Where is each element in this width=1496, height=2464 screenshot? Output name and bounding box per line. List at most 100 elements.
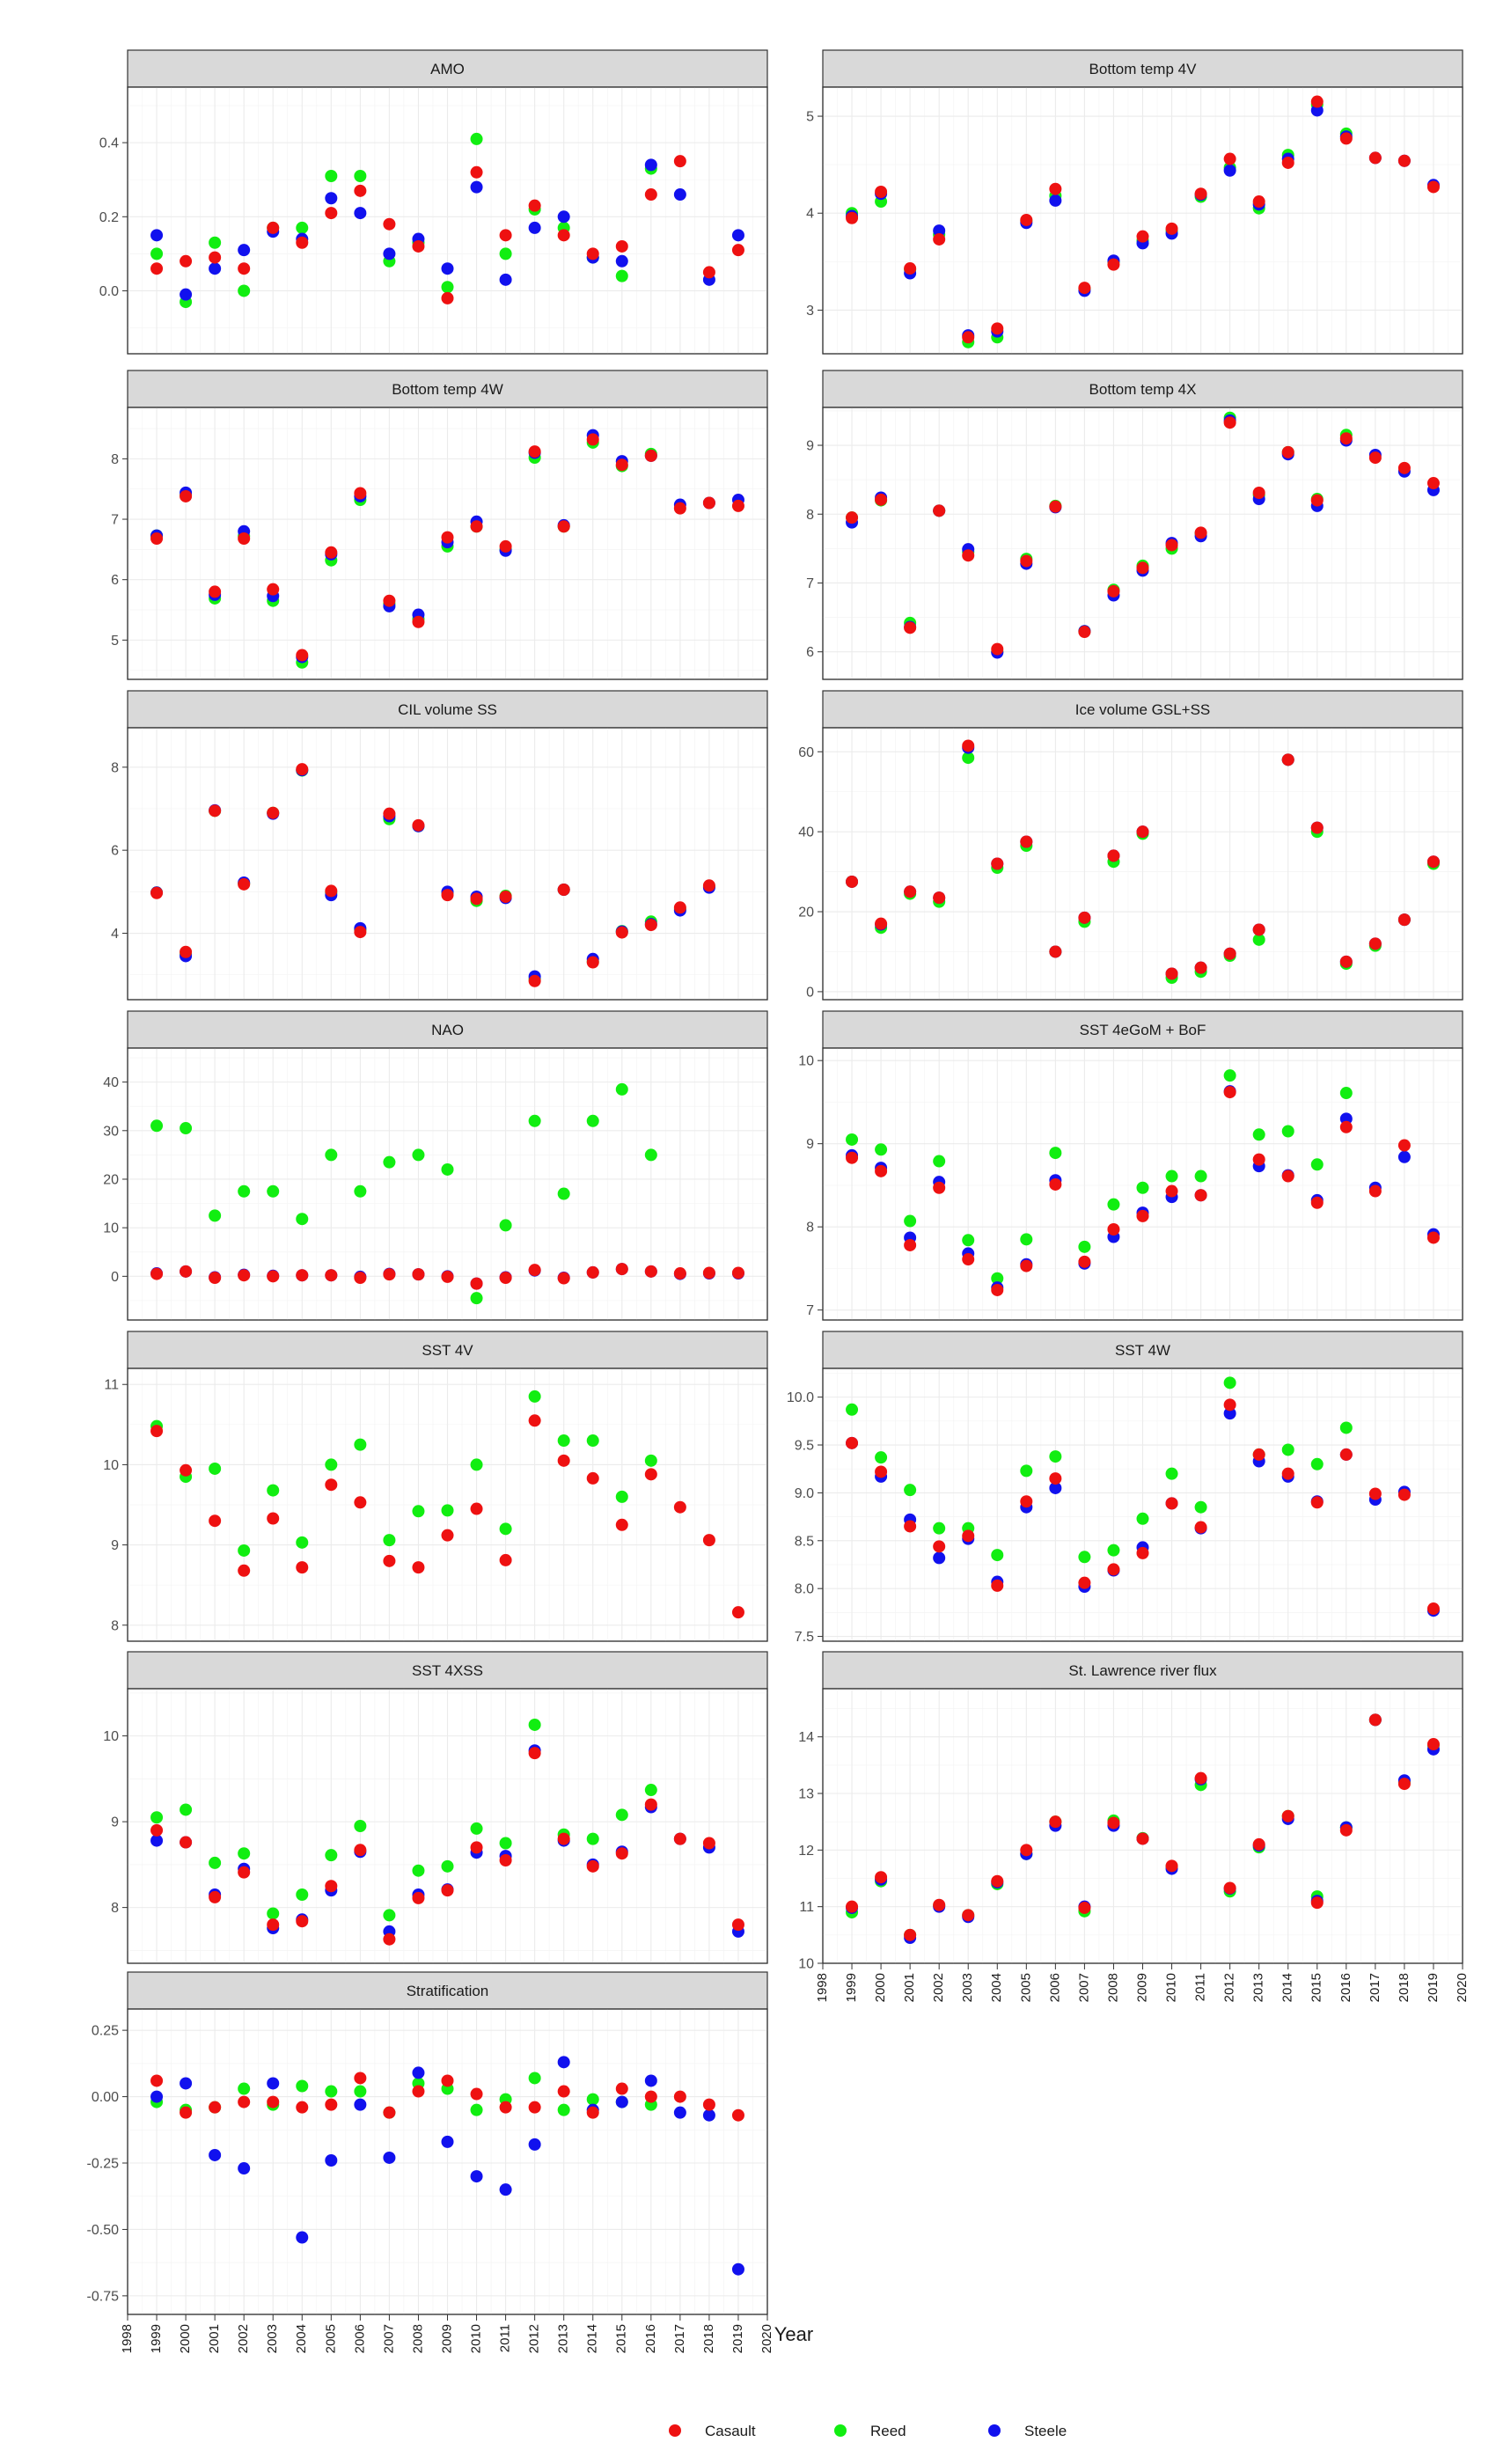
y-tick-label: 7 bbox=[111, 513, 119, 528]
point-casault-2002 bbox=[238, 1564, 251, 1577]
x-axis-right: 1998 1999 2000 2001 2002 2003 2004 2005 2006 2007… bbox=[815, 1963, 1470, 2002]
point-casault-2004 bbox=[296, 1561, 309, 1574]
point-reed-2004 bbox=[296, 2079, 309, 2093]
point-casault-2002 bbox=[238, 262, 251, 275]
point-reed-2006 bbox=[354, 1438, 367, 1451]
y-tick-label: 60 bbox=[798, 745, 814, 760]
point-casault-2009 bbox=[441, 2074, 454, 2087]
point-casault-2009 bbox=[1136, 230, 1149, 243]
panel-title: Bottom temp 4V bbox=[1089, 61, 1198, 77]
x-tick-label: 2006 bbox=[1047, 1973, 1062, 2002]
point-casault-2010 bbox=[470, 165, 483, 179]
legend-item-casault: Casault bbox=[669, 2423, 756, 2439]
panel-nao: NAO 0 10 20 30 40 bbox=[103, 1010, 768, 1321]
point-reed-2015 bbox=[615, 1082, 628, 1096]
point-reed-2001 bbox=[209, 236, 222, 249]
point-casault-2000 bbox=[875, 1164, 888, 1177]
point-casault-2011 bbox=[1194, 526, 1207, 539]
point-casault-2017 bbox=[1368, 1713, 1382, 1727]
y-tick-label: 8 bbox=[806, 508, 814, 523]
point-reed-2004 bbox=[296, 1888, 309, 1901]
y-tick-label: -0.75 bbox=[87, 2289, 120, 2304]
point-reed-2003 bbox=[267, 1484, 280, 1497]
gridlines bbox=[822, 1048, 1463, 1320]
x-tick-label: 2008 bbox=[1105, 1973, 1120, 2002]
point-casault-2008 bbox=[412, 818, 425, 832]
y-tick-label: 8 bbox=[111, 760, 119, 775]
point-casault-2015 bbox=[615, 1263, 628, 1276]
point-steele-2011 bbox=[499, 2183, 512, 2196]
point-casault-2016 bbox=[644, 919, 657, 932]
point-casault-2016 bbox=[644, 449, 657, 462]
point-casault-2014 bbox=[586, 247, 599, 260]
point-reed-2005 bbox=[325, 1148, 338, 1162]
y-tick-label: 10 bbox=[798, 1957, 814, 1972]
point-casault-2007 bbox=[383, 1554, 396, 1567]
point-casault-2001 bbox=[209, 1271, 222, 1284]
point-casault-2002 bbox=[933, 232, 946, 246]
point-reed-2002 bbox=[933, 1522, 946, 1535]
point-casault-2015 bbox=[615, 1847, 628, 1860]
x-tick-label: 2016 bbox=[1338, 1973, 1353, 2002]
point-reed-2010 bbox=[1165, 1467, 1178, 1480]
point-casault-2004 bbox=[296, 236, 309, 249]
point-casault-2019 bbox=[731, 244, 744, 257]
point-casault-2007 bbox=[1078, 1255, 1091, 1268]
gridlines bbox=[127, 407, 768, 679]
point-casault-2000 bbox=[875, 493, 888, 506]
point-reed-2016 bbox=[1339, 1421, 1353, 1434]
panel-ice-volume-gsl-ss: Ice volume GSL+SS 0 20 40 60 bbox=[798, 690, 1463, 1001]
y-tick-label: 9.0 bbox=[795, 1486, 814, 1501]
point-steele-2013 bbox=[557, 2056, 570, 2069]
point-casault-2007 bbox=[383, 594, 396, 607]
point-casault-2005 bbox=[325, 1269, 338, 1282]
point-casault-2010 bbox=[470, 1502, 483, 1515]
point-reed-2013 bbox=[557, 1434, 570, 1448]
y-tick-label: 0.00 bbox=[92, 2090, 119, 2105]
y-tick-label: 9 bbox=[111, 1815, 119, 1830]
point-casault-2002 bbox=[238, 1269, 251, 1282]
point-casault-2018 bbox=[702, 2098, 715, 2111]
point-casault-2011 bbox=[1194, 1189, 1207, 1202]
series-steele bbox=[150, 2056, 744, 2276]
point-casault-2000 bbox=[180, 1836, 193, 1849]
y-tick-label: 3 bbox=[806, 304, 814, 319]
point-casault-2004 bbox=[296, 649, 309, 662]
point-reed-2010 bbox=[470, 132, 483, 145]
x-axis-title: Year bbox=[774, 2323, 813, 2345]
point-reed-2011 bbox=[499, 247, 512, 260]
point-casault-2008 bbox=[1107, 849, 1120, 862]
legend-item-steele: Steele bbox=[988, 2423, 1067, 2439]
point-reed-2001 bbox=[904, 1484, 917, 1497]
point-casault-2016 bbox=[644, 1265, 657, 1278]
point-reed-2000 bbox=[875, 1451, 888, 1464]
gridlines bbox=[127, 2009, 768, 2314]
point-casault-2008 bbox=[1107, 584, 1120, 598]
y-tick-label: 4 bbox=[806, 207, 814, 222]
point-reed-2011 bbox=[499, 1219, 512, 1232]
series-reed bbox=[846, 1376, 1353, 1564]
point-steele-2002 bbox=[238, 2162, 251, 2175]
point-reed-2016 bbox=[644, 1784, 657, 1797]
point-casault-2005 bbox=[1020, 835, 1033, 848]
point-casault-2001 bbox=[209, 1514, 222, 1528]
y-tick-label: 30 bbox=[103, 1124, 119, 1139]
point-reed-2000 bbox=[180, 1122, 193, 1135]
point-casault-2006 bbox=[354, 1496, 367, 1509]
point-reed-2014 bbox=[1281, 1125, 1294, 1138]
point-reed-1999 bbox=[846, 1133, 859, 1146]
point-casault-2007 bbox=[1078, 282, 1091, 295]
point-casault-2013 bbox=[557, 1832, 570, 1845]
panel-title: SST 4V bbox=[422, 1342, 473, 1359]
y-tick-label: 5 bbox=[111, 634, 119, 649]
point-casault-2018 bbox=[702, 496, 715, 510]
point-reed-2008 bbox=[412, 1864, 425, 1877]
point-casault-2006 bbox=[1049, 1177, 1062, 1191]
point-casault-1999 bbox=[150, 1425, 164, 1438]
x-tick-label: 2018 bbox=[1397, 1973, 1412, 2002]
point-casault-2011 bbox=[499, 2101, 512, 2114]
point-casault-2006 bbox=[1049, 1815, 1062, 1829]
x-axis-left: 1998 1999 2000 2001 2002 2003 2004 2005 2006 2007… bbox=[120, 2314, 774, 2353]
x-tick-label: 2020 bbox=[759, 2324, 774, 2353]
